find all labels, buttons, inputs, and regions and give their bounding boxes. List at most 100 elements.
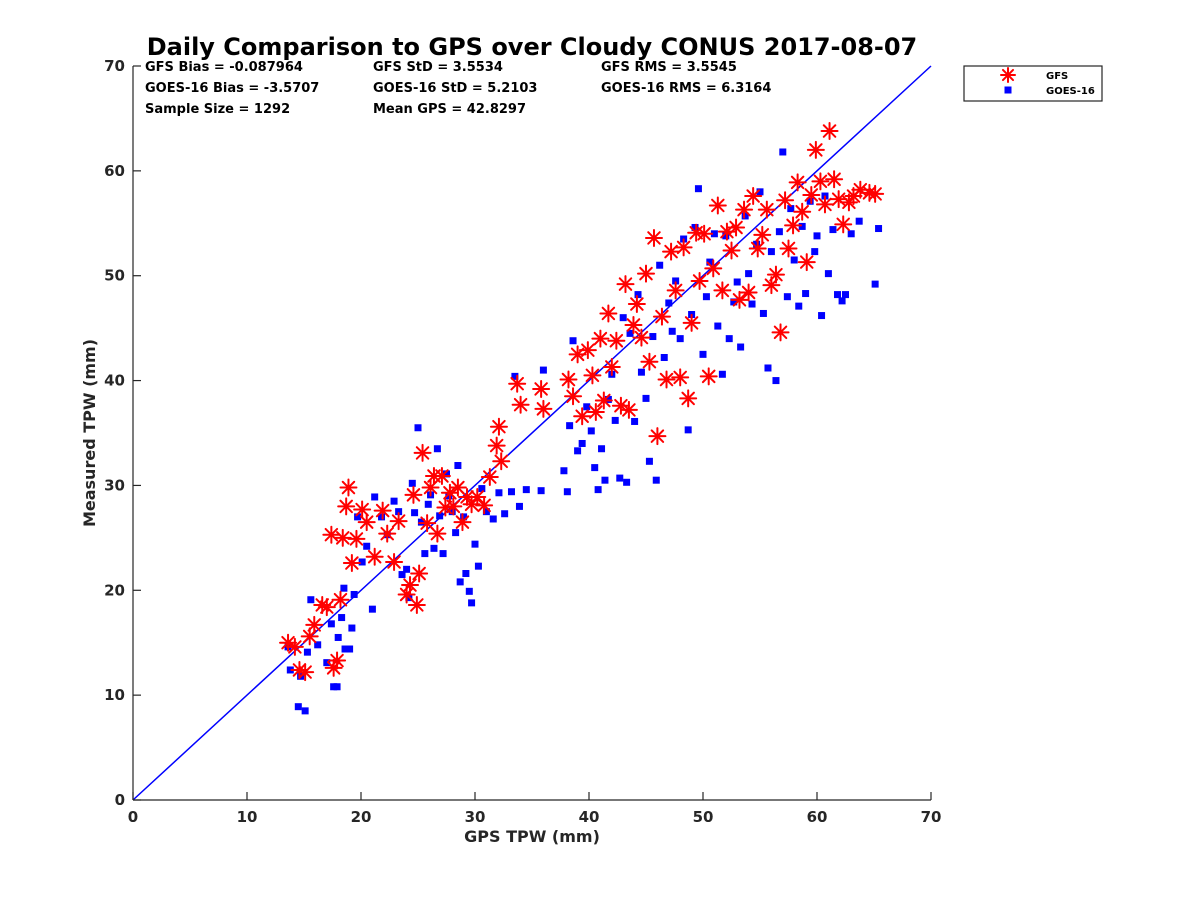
data-point: [815, 195, 834, 214]
data-point: [649, 333, 657, 341]
data-point: [591, 329, 610, 348]
data-point: [350, 590, 358, 598]
data-point: [656, 261, 664, 269]
data-point: [634, 291, 642, 299]
data-point: [611, 396, 630, 415]
data-point: [468, 487, 487, 506]
data-point: [866, 184, 885, 203]
data-point: [430, 544, 438, 552]
data-point: [616, 474, 624, 482]
data-point: [327, 620, 335, 628]
data-point: [339, 478, 358, 497]
data-point: [448, 508, 456, 516]
data-point: [532, 379, 551, 398]
data-point: [714, 322, 722, 330]
data-point: [314, 641, 322, 649]
data-point: [695, 224, 714, 243]
data-point: [690, 271, 709, 290]
data-point: [482, 508, 490, 516]
data-point: [666, 281, 685, 300]
data-point: [779, 148, 787, 156]
data-point: [672, 277, 680, 285]
data-point: [474, 562, 482, 570]
data-point: [578, 341, 597, 360]
data-point: [855, 217, 863, 225]
data-point: [354, 513, 362, 521]
data-point: [341, 645, 349, 653]
data-point: [286, 666, 294, 674]
data-point: [704, 259, 723, 278]
stat-sample-size: Sample Size = 1292: [145, 102, 290, 117]
data-point: [371, 493, 379, 501]
data-point: [811, 172, 830, 191]
x-axis-label: GPS TPW (mm): [464, 827, 600, 846]
data-point: [323, 659, 331, 667]
data-point: [784, 216, 803, 235]
data-point: [797, 253, 816, 272]
data-point: [560, 467, 568, 475]
data-point: [489, 515, 497, 523]
data-point: [691, 223, 699, 231]
data-point: [460, 513, 468, 521]
data-point: [408, 479, 416, 487]
data-point: [456, 578, 464, 586]
data-point: [368, 605, 376, 613]
data-point: [775, 228, 783, 236]
data-point: [410, 564, 429, 583]
y-tick-label: 0: [115, 791, 125, 809]
data-point: [462, 570, 470, 578]
data-point: [748, 300, 756, 308]
data-point: [511, 395, 530, 414]
data-point: [563, 488, 571, 496]
data-point: [395, 508, 403, 516]
data-point: [398, 571, 406, 579]
data-point: [534, 399, 553, 418]
data-point: [753, 225, 772, 244]
data-point: [348, 624, 356, 632]
data-point: [737, 343, 745, 351]
data-point: [607, 331, 626, 350]
legend-label-gfs: GFS: [1046, 71, 1068, 82]
data-point: [421, 550, 429, 558]
data-point: [539, 366, 547, 374]
data-point: [834, 291, 842, 299]
legend-square-icon: [1004, 86, 1012, 94]
data-point: [798, 222, 806, 230]
data-point: [424, 500, 432, 508]
data-point: [285, 637, 304, 656]
data-point: [569, 337, 577, 345]
data-point: [611, 416, 619, 424]
data-point: [744, 187, 763, 206]
x-tick-label: 30: [465, 808, 486, 826]
data-point: [735, 200, 754, 219]
data-point: [676, 335, 684, 343]
stat-goes16-bias: GOES-16 Bias = -3.5707: [145, 81, 319, 96]
data-point: [829, 226, 837, 234]
stat-mean-gps: Mean GPS = 42.8297: [373, 102, 526, 117]
data-point: [679, 389, 698, 408]
data-point: [806, 197, 814, 205]
data-point: [713, 281, 732, 300]
data-point: [624, 315, 643, 334]
y-tick-label: 70: [104, 57, 125, 75]
data-point: [657, 370, 676, 389]
data-point: [296, 663, 315, 682]
data-point: [772, 377, 780, 385]
data-point: [640, 352, 659, 371]
data-point: [722, 241, 741, 260]
data-point: [537, 487, 545, 495]
data-point: [492, 452, 511, 471]
data-point: [389, 512, 408, 531]
data-point: [694, 185, 702, 193]
data-point: [346, 645, 354, 653]
data-point: [668, 327, 676, 335]
data-point: [594, 391, 613, 410]
data-point: [793, 202, 812, 221]
data-point: [428, 524, 447, 543]
data-point: [340, 584, 348, 592]
data-point: [684, 426, 692, 434]
data-point: [507, 488, 515, 496]
data-point: [759, 309, 767, 317]
data-point: [373, 501, 392, 520]
data-point: [468, 599, 476, 607]
